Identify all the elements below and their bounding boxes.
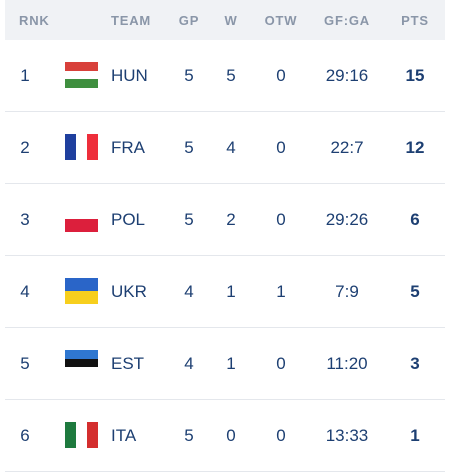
table-row[interactable]: 5 EST 4 1 0 11:20 3 xyxy=(5,328,445,400)
header-pts[interactable]: PTS xyxy=(401,13,429,28)
gp-cell: 4 xyxy=(184,282,194,301)
rank-cell: 5 xyxy=(20,354,30,373)
flag-stripe xyxy=(65,79,98,88)
table-row[interactable]: 4 UKR 4 1 1 7:9 5 xyxy=(5,256,445,328)
table-header: RNK TEAM GP W OTW GF:GA PTS xyxy=(5,0,445,40)
flag-stripe xyxy=(65,278,98,291)
w-cell: 0 xyxy=(226,426,236,445)
rank-cell: 1 xyxy=(20,66,30,85)
table-row[interactable]: 2 FRA 5 4 0 22:7 12 xyxy=(5,112,445,184)
flag-stripe xyxy=(87,134,98,160)
team-name[interactable]: ITA xyxy=(111,426,137,445)
team-name[interactable]: POL xyxy=(111,210,146,229)
w-cell: 4 xyxy=(226,138,236,157)
otw-cell: 1 xyxy=(276,282,286,301)
header-otw[interactable]: OTW xyxy=(264,13,298,28)
header-team[interactable]: TEAM xyxy=(111,13,152,28)
otw-cell: 0 xyxy=(276,354,286,373)
table-row[interactable]: 1 HUN 5 5 0 29:16 15 xyxy=(5,40,445,112)
pts-cell: 6 xyxy=(410,210,420,229)
header-gfga[interactable]: GF:GA xyxy=(324,13,370,28)
flag-stripe xyxy=(65,358,98,368)
flag-stripe xyxy=(87,422,98,448)
gp-cell: 5 xyxy=(184,210,194,229)
flag-stripe xyxy=(76,134,87,160)
rank-cell: 2 xyxy=(20,138,30,157)
gfga-cell: 13:33 xyxy=(325,426,369,445)
header-w[interactable]: W xyxy=(224,13,238,28)
flag-stripe xyxy=(65,350,98,359)
team-name[interactable]: HUN xyxy=(111,66,148,85)
gfga-cell: 29:16 xyxy=(325,66,369,85)
team-name[interactable]: EST xyxy=(111,354,145,373)
gfga-cell: 7:9 xyxy=(335,282,359,301)
rank-cell: 4 xyxy=(20,282,30,301)
gp-cell: 4 xyxy=(184,354,194,373)
flag-stripe xyxy=(65,206,98,219)
italy-flag-icon xyxy=(65,422,98,448)
rank-cell: 6 xyxy=(20,426,30,445)
flag-stripe xyxy=(65,70,98,80)
flag-stripe xyxy=(65,367,98,376)
gfga-cell: 11:20 xyxy=(326,354,368,373)
w-cell: 1 xyxy=(226,354,236,373)
table-row[interactable]: 6 ITA 5 0 0 13:33 1 xyxy=(5,400,445,472)
flag-stripe xyxy=(65,219,98,232)
otw-cell: 0 xyxy=(276,66,286,85)
estonia-flag-icon xyxy=(65,350,98,376)
otw-cell: 0 xyxy=(276,426,286,445)
team-name[interactable]: UKR xyxy=(111,282,147,301)
hungary-flag-icon xyxy=(65,62,98,88)
pts-cell: 12 xyxy=(405,138,425,157)
header-rank[interactable]: RNK xyxy=(19,13,50,28)
flag-stripe xyxy=(65,62,98,71)
rank-cell: 3 xyxy=(20,210,30,229)
gfga-cell: 29:26 xyxy=(325,210,369,229)
flag-stripe xyxy=(65,134,76,160)
pts-cell: 15 xyxy=(405,66,425,85)
otw-cell: 0 xyxy=(276,138,286,157)
pts-cell: 5 xyxy=(410,282,420,301)
france-flag-icon xyxy=(65,134,98,160)
flag-stripe xyxy=(65,422,76,448)
gp-cell: 5 xyxy=(184,138,194,157)
flag-stripe xyxy=(65,291,98,304)
gp-cell: 5 xyxy=(184,426,194,445)
team-name[interactable]: FRA xyxy=(111,138,145,157)
gp-cell: 5 xyxy=(184,66,194,85)
w-cell: 2 xyxy=(226,210,236,229)
otw-cell: 0 xyxy=(276,210,286,229)
poland-flag-icon xyxy=(65,206,98,232)
w-cell: 5 xyxy=(226,66,236,85)
gfga-cell: 22:7 xyxy=(330,138,364,157)
header-gp[interactable]: GP xyxy=(178,13,200,28)
table-row[interactable]: 3 POL 5 2 0 29:26 6 xyxy=(5,184,445,256)
ukraine-flag-icon xyxy=(65,278,98,304)
pts-cell: 3 xyxy=(410,354,420,373)
w-cell: 1 xyxy=(226,282,236,301)
flag-stripe xyxy=(76,422,87,448)
pts-cell: 1 xyxy=(410,426,420,445)
